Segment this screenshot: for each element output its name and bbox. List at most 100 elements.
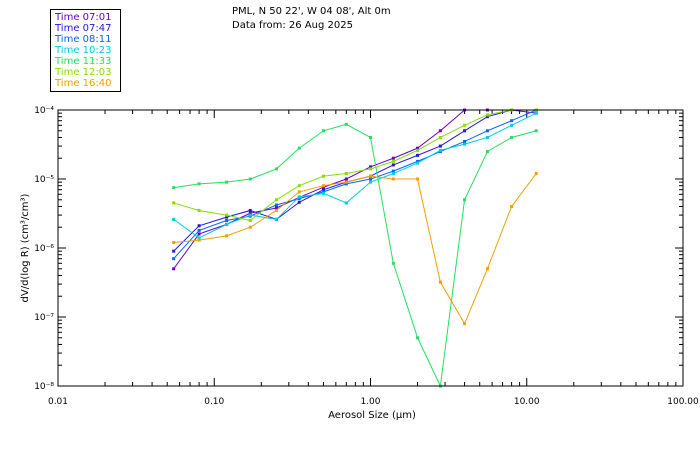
data-point (344, 201, 348, 205)
data-point (463, 123, 467, 127)
legend: Time 07:01 Time 07:47 Time 08:11 Time 10… (50, 9, 121, 92)
data-point (344, 172, 348, 176)
data-point (297, 200, 301, 204)
data-point (274, 206, 278, 210)
data-point (485, 129, 489, 133)
data-point (438, 129, 442, 133)
data-point (344, 177, 348, 181)
data-point (297, 195, 301, 199)
y-axis-label: dV/d(log R) (cm³/cm³) (20, 193, 31, 302)
date-header: Data from: 26 Aug 2025 (232, 20, 353, 31)
data-point (274, 167, 278, 171)
data-point (416, 161, 420, 165)
data-point (321, 184, 325, 188)
data-point (297, 184, 301, 188)
data-point (297, 197, 301, 201)
data-point (248, 219, 252, 223)
data-point (297, 190, 301, 194)
data-point (225, 215, 229, 219)
x-tick-labels: 0.01 0.10 1.00 10.00 100.00 (48, 397, 699, 407)
data-point (321, 129, 325, 133)
data-point (534, 172, 538, 176)
data-point (534, 129, 538, 133)
data-point (534, 111, 538, 115)
data-point (197, 224, 201, 228)
x-tick-label: 1.00 (360, 397, 380, 407)
data-point (391, 261, 395, 265)
data-point (344, 182, 348, 186)
legend-entry: Time 11:33 (55, 56, 112, 67)
data-point (197, 208, 201, 212)
data-point (485, 113, 489, 117)
legend-entry: Time 16:40 (55, 78, 112, 89)
data-point (391, 156, 395, 160)
data-point (463, 129, 467, 133)
data-point (416, 148, 420, 152)
data-point (274, 198, 278, 202)
data-point (416, 146, 420, 150)
data-point (248, 177, 252, 181)
data-point (391, 177, 395, 181)
data-point (172, 217, 176, 221)
data-point (197, 238, 201, 242)
series-group (172, 108, 538, 388)
series-line (173, 112, 537, 239)
data-point (391, 159, 395, 163)
series-line (173, 109, 537, 252)
legend-entry: Time 07:47 (55, 23, 112, 34)
data-point (391, 172, 395, 176)
data-point (172, 267, 176, 271)
data-point (510, 123, 514, 127)
y-tick-label: 10⁻⁸ (34, 382, 54, 392)
data-point (274, 217, 278, 221)
data-point (438, 148, 442, 152)
data-point (197, 236, 201, 240)
data-point (297, 146, 301, 150)
data-point (438, 280, 442, 284)
y-tick-labels: 10⁻⁸ 10⁻⁷ 10⁻⁶ 10⁻⁵ 10⁻⁴ (34, 106, 54, 392)
y-tick-label: 10⁻⁴ (34, 106, 54, 116)
data-point (463, 139, 467, 143)
data-point (416, 336, 420, 340)
data-point (197, 228, 201, 232)
data-point (248, 208, 252, 212)
y-tick-label: 10⁻⁵ (34, 175, 54, 185)
x-tick-label: 0.10 (204, 397, 224, 407)
data-point (172, 186, 176, 190)
data-point (485, 267, 489, 271)
data-point (274, 208, 278, 212)
legend-entry: Time 10:23 (55, 45, 112, 56)
data-point (416, 159, 420, 163)
data-point (369, 174, 372, 178)
data-point (438, 135, 442, 139)
x-tick-label: 0.01 (48, 397, 68, 407)
data-point (369, 165, 372, 169)
data-point (369, 167, 372, 171)
plot-frame (57, 109, 684, 387)
data-point (248, 225, 252, 229)
data-point (485, 150, 489, 154)
data-point (225, 219, 229, 223)
data-point (344, 122, 348, 126)
data-point (510, 119, 514, 123)
x-axis-label: Aerosol Size (μm) (328, 410, 416, 421)
data-point (438, 144, 442, 148)
data-point (197, 182, 201, 186)
data-point (225, 180, 229, 184)
data-point (463, 198, 467, 202)
data-point (416, 177, 420, 181)
data-point (463, 322, 467, 326)
data-point (391, 169, 395, 173)
data-point (172, 241, 176, 245)
data-point (369, 135, 372, 139)
data-point (485, 135, 489, 139)
x-tick-label: 100.00 (667, 397, 699, 407)
data-point (344, 180, 348, 184)
legend-entry: Time 07:01 (55, 12, 112, 23)
x-tick-label: 10.00 (514, 397, 540, 407)
data-point (248, 211, 252, 215)
data-point (321, 188, 325, 192)
data-point (197, 232, 201, 236)
data-point (225, 234, 229, 238)
legend-entry: Time 08:11 (55, 34, 112, 45)
